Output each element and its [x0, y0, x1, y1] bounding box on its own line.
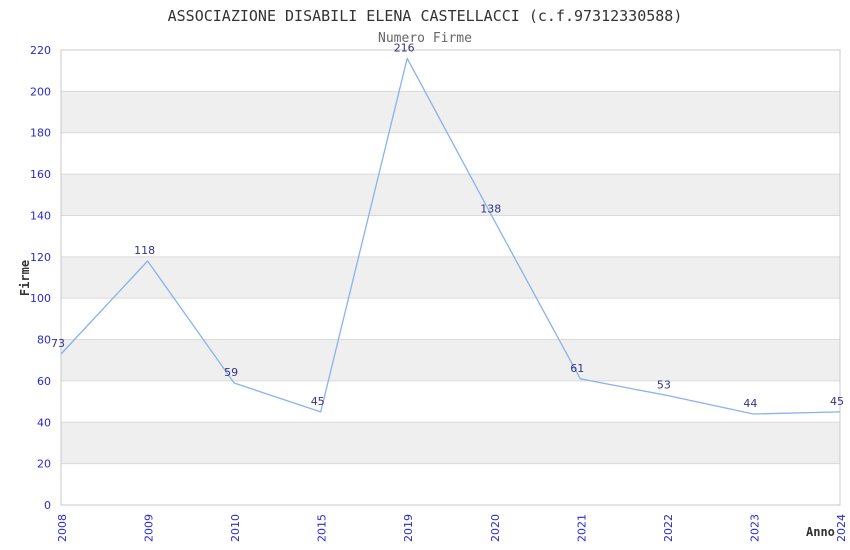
x-tick-label: 2008	[56, 514, 69, 542]
y-tick-label: 220	[30, 44, 51, 57]
data-label: 45	[311, 395, 325, 408]
data-label: 61	[570, 362, 584, 375]
y-tick-label: 120	[30, 251, 51, 264]
y-tick-label: 100	[30, 292, 51, 305]
data-label: 138	[480, 203, 501, 216]
plot-border	[60, 49, 841, 506]
x-tick-label: 2009	[143, 514, 156, 542]
y-tick-label: 80	[37, 334, 51, 347]
plot-band	[61, 339, 840, 381]
y-tick-label: 160	[30, 168, 51, 181]
x-tick-label: 2024	[835, 514, 848, 542]
x-tick-label: 2022	[662, 514, 675, 542]
chart-title: ASSOCIAZIONE DISABILI ELENA CASTELLACCI …	[167, 7, 683, 25]
plot-band	[61, 256, 840, 299]
x-tick-label: 2021	[575, 514, 588, 542]
data-label: 45	[830, 395, 844, 408]
plot-band	[61, 422, 840, 464]
y-tick-label: 200	[30, 85, 51, 98]
x-tick-label: 2010	[229, 514, 242, 542]
data-label: 73	[51, 337, 65, 350]
y-tick-label: 140	[30, 210, 51, 223]
data-label: 118	[134, 244, 155, 257]
plot-band	[61, 91, 840, 133]
y-tick-label: 40	[37, 416, 51, 429]
x-tick-label: 2020	[489, 514, 502, 542]
y-tick-label: 180	[30, 127, 51, 140]
data-label: 53	[657, 378, 671, 391]
data-label: 59	[224, 366, 238, 379]
plot-band	[61, 174, 840, 216]
x-tick-label: 2019	[402, 514, 415, 542]
data-label: 216	[394, 41, 415, 54]
series-line	[60, 57, 841, 415]
y-tick-label: 0	[44, 499, 51, 512]
y-tick-label: 20	[37, 458, 51, 471]
x-axis-title: Anno	[806, 525, 835, 539]
y-tick-label: 60	[37, 375, 51, 388]
chart-subtitle: Numero Firme	[378, 31, 472, 46]
x-tick-label: 2015	[316, 514, 329, 542]
data-label: 44	[743, 397, 757, 410]
x-tick-label: 2023	[748, 514, 761, 542]
